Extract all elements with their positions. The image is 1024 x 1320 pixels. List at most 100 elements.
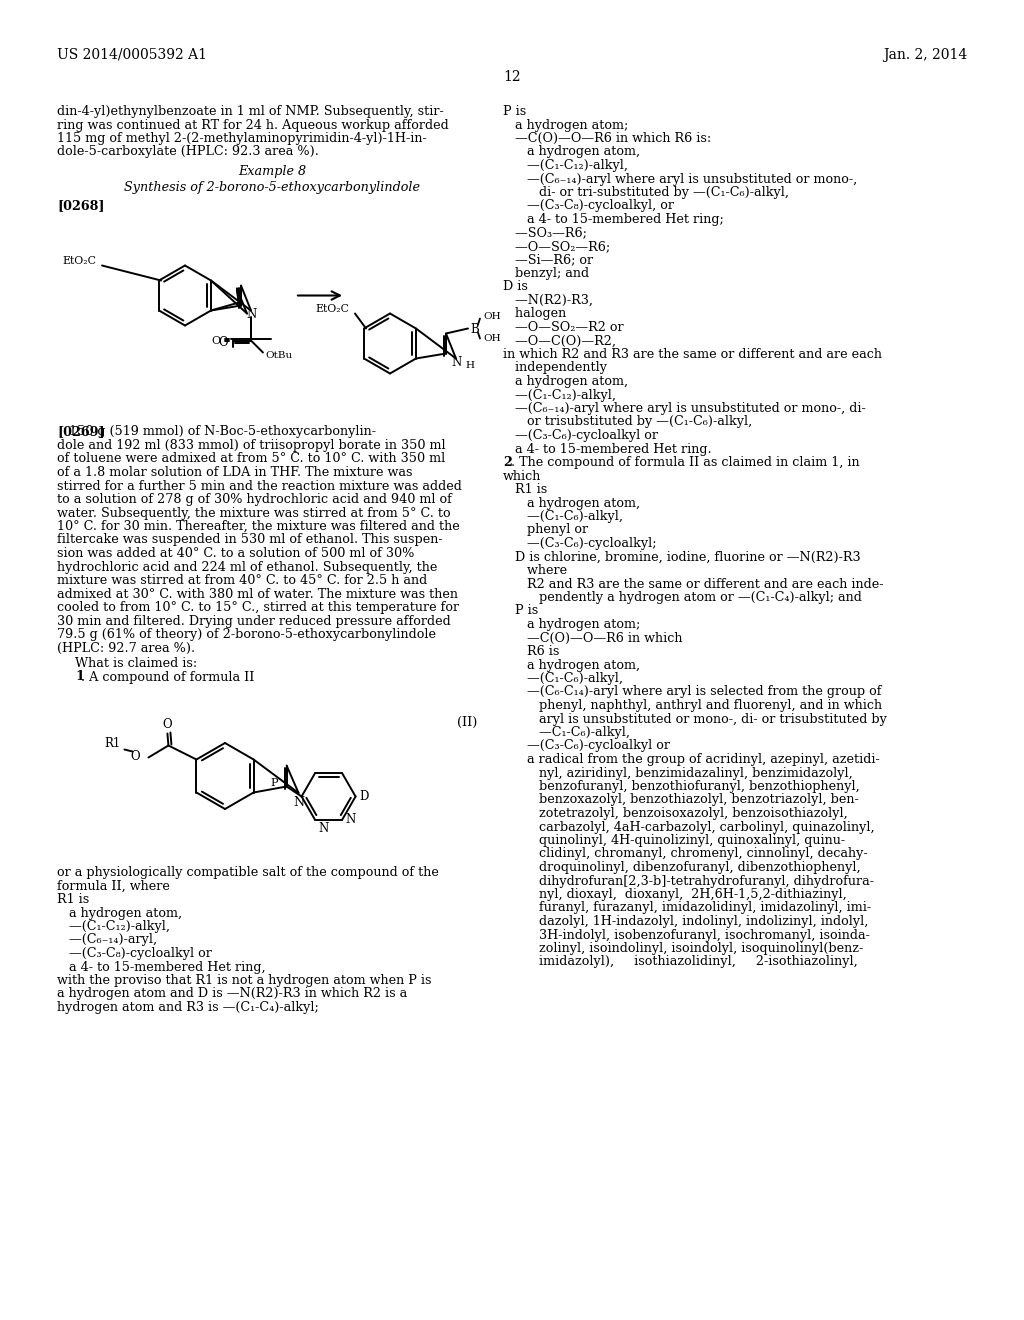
- Text: N: N: [247, 309, 257, 322]
- Text: dole-5-carboxylate (HPLC: 92.3 area %).: dole-5-carboxylate (HPLC: 92.3 area %).: [57, 145, 318, 158]
- Text: mixture was stirred at from 40° C. to 45° C. for 2.5 h and: mixture was stirred at from 40° C. to 45…: [57, 574, 427, 587]
- Text: a radical from the group of acridinyl, azepinyl, azetidi-: a radical from the group of acridinyl, a…: [503, 752, 880, 766]
- Text: —(C₃-C₆)-cycloalkyl or: —(C₃-C₆)-cycloalkyl or: [503, 739, 670, 752]
- Text: furanyl, furazanyl, imidazolidinyl, imidazolinyl, imi-: furanyl, furazanyl, imidazolidinyl, imid…: [503, 902, 871, 915]
- Text: EtO₂C: EtO₂C: [62, 256, 96, 267]
- Text: of toluene were admixed at from 5° C. to 10° C. with 350 ml: of toluene were admixed at from 5° C. to…: [57, 453, 445, 466]
- Text: —(C₆₋₁₄)-aryl where aryl is unsubstituted or mono-, di-: —(C₆₋₁₄)-aryl where aryl is unsubstitute…: [503, 403, 865, 414]
- Text: D is chlorine, bromine, iodine, fluorine or —N(R2)-R3: D is chlorine, bromine, iodine, fluorine…: [503, 550, 860, 564]
- Text: stirred for a further 5 min and the reaction mixture was added: stirred for a further 5 min and the reac…: [57, 479, 462, 492]
- Text: 2: 2: [503, 455, 512, 469]
- Text: nyl, aziridinyl, benzimidazalinyl, benzimidazolyl,: nyl, aziridinyl, benzimidazalinyl, benzi…: [503, 767, 853, 780]
- Text: —C(O)—O—R6 in which: —C(O)—O—R6 in which: [503, 631, 683, 644]
- Text: a hydrogen atom,: a hydrogen atom,: [503, 145, 640, 158]
- Text: where: where: [503, 564, 567, 577]
- Text: a hydrogen atom and D is —N(R2)-R3 in which R2 is a: a hydrogen atom and D is —N(R2)-R3 in wh…: [57, 987, 408, 1001]
- Text: R1 is: R1 is: [57, 894, 89, 906]
- Text: clidinyl, chromanyl, chromenyl, cinnolinyl, decahy-: clidinyl, chromanyl, chromenyl, cinnolin…: [503, 847, 867, 861]
- Text: OH: OH: [483, 334, 501, 343]
- Text: —(C₁-C₁₂)-alkyl,: —(C₁-C₁₂)-alkyl,: [57, 920, 170, 933]
- Text: . A compound of formula II: . A compound of formula II: [81, 671, 254, 684]
- Text: OtBu: OtBu: [265, 351, 292, 359]
- Text: R1 is: R1 is: [503, 483, 547, 496]
- Text: P is: P is: [503, 605, 539, 618]
- Text: 10° C. for 30 min. Thereafter, the mixture was filtered and the: 10° C. for 30 min. Thereafter, the mixtu…: [57, 520, 460, 533]
- Text: —SO₃—R6;: —SO₃—R6;: [503, 227, 587, 239]
- Text: phenyl, naphthyl, anthryl and fluorenyl, and in which: phenyl, naphthyl, anthryl and fluorenyl,…: [503, 700, 882, 711]
- Text: H: H: [465, 360, 474, 370]
- Text: hydrogen atom and R3 is —(C₁-C₄)-alkyl;: hydrogen atom and R3 is —(C₁-C₄)-alkyl;: [57, 1001, 318, 1014]
- Text: —O—SO₂—R6;: —O—SO₂—R6;: [503, 240, 610, 253]
- Text: benzoxazolyl, benzothiazolyl, benzotriazolyl, ben-: benzoxazolyl, benzothiazolyl, benzotriaz…: [503, 793, 859, 807]
- Text: —C(O)—O—R6 in which R6 is:: —C(O)—O—R6 in which R6 is:: [503, 132, 712, 145]
- Text: independently: independently: [503, 362, 607, 375]
- Text: N: N: [293, 796, 304, 809]
- Text: sion was added at 40° C. to a solution of 500 ml of 30%: sion was added at 40° C. to a solution o…: [57, 546, 415, 560]
- Text: N: N: [452, 356, 462, 370]
- Text: —(C₆₋₁₄)-aryl where aryl is unsubstituted or mono-,: —(C₆₋₁₄)-aryl where aryl is unsubstitute…: [503, 173, 857, 186]
- Text: R1: R1: [104, 737, 121, 750]
- Text: a hydrogen atom;: a hydrogen atom;: [503, 119, 629, 132]
- Text: benzyl; and: benzyl; and: [503, 267, 589, 280]
- Text: —(C₁-C₆)-alkyl,: —(C₁-C₆)-alkyl,: [503, 510, 623, 523]
- Text: D is: D is: [503, 281, 528, 293]
- Text: N: N: [345, 813, 355, 826]
- Text: —(C₁-C₁₂)-alkyl,: —(C₁-C₁₂)-alkyl,: [503, 158, 628, 172]
- Text: (HPLC: 92.7 area %).: (HPLC: 92.7 area %).: [57, 642, 196, 655]
- Text: admixed at 30° C. with 380 ml of water. The mixture was then: admixed at 30° C. with 380 ml of water. …: [57, 587, 458, 601]
- Text: a hydrogen atom,: a hydrogen atom,: [57, 907, 182, 920]
- Text: Jan. 2, 2014: Jan. 2, 2014: [883, 48, 967, 62]
- Text: hydrochloric acid and 224 ml of ethanol. Subsequently, the: hydrochloric acid and 224 ml of ethanol.…: [57, 561, 437, 573]
- Text: —Si—R6; or: —Si—R6; or: [503, 253, 593, 267]
- Text: O: O: [212, 337, 221, 346]
- Text: in which R2 and R3 are the same or different and are each: in which R2 and R3 are the same or diffe…: [503, 348, 882, 360]
- Text: formula II, where: formula II, where: [57, 879, 170, 892]
- Text: B: B: [470, 323, 479, 337]
- Text: a hydrogen atom,: a hydrogen atom,: [503, 659, 640, 672]
- Text: nyl, dioxayl,  dioxanyl,  2H,6H-1,5,2-dithiazinyl,: nyl, dioxayl, dioxanyl, 2H,6H-1,5,2-dith…: [503, 888, 847, 902]
- Text: halogen: halogen: [503, 308, 566, 321]
- Text: [0269]: [0269]: [57, 425, 104, 438]
- Text: Example 8: Example 8: [238, 165, 306, 178]
- Text: 150 g (519 mmol) of N-Boc-5-ethoxycarbonylin-: 150 g (519 mmol) of N-Boc-5-ethoxycarbon…: [57, 425, 376, 438]
- Text: a 4- to 15-membered Het ring,: a 4- to 15-membered Het ring,: [57, 961, 265, 974]
- Text: phenyl or: phenyl or: [503, 524, 588, 536]
- Text: —(C₃-C₈)-cycloalkyl or: —(C₃-C₈)-cycloalkyl or: [57, 946, 212, 960]
- Text: di- or tri-substituted by —(C₁-C₆)-alkyl,: di- or tri-substituted by —(C₁-C₆)-alkyl…: [503, 186, 790, 199]
- Text: water. Subsequently, the mixture was stirred at from 5° C. to: water. Subsequently, the mixture was sti…: [57, 507, 451, 520]
- Text: —C₁-C₆)-alkyl,: —C₁-C₆)-alkyl,: [503, 726, 630, 739]
- Text: —(C₆-C₁₄)-aryl where aryl is selected from the group of: —(C₆-C₁₄)-aryl where aryl is selected fr…: [503, 685, 882, 698]
- Text: 30 min and filtered. Drying under reduced pressure afforded: 30 min and filtered. Drying under reduce…: [57, 615, 451, 627]
- Text: D: D: [359, 789, 369, 803]
- Text: . The compound of formula II as claimed in claim 1, in: . The compound of formula II as claimed …: [511, 455, 859, 469]
- Text: ring was continued at RT for 24 h. Aqueous workup afforded: ring was continued at RT for 24 h. Aqueo…: [57, 119, 449, 132]
- Text: O: O: [163, 718, 172, 730]
- Text: —N(R2)-R3,: —N(R2)-R3,: [503, 294, 593, 308]
- Text: dazolyl, 1H-indazolyl, indolinyl, indolizinyl, indolyl,: dazolyl, 1H-indazolyl, indolinyl, indoli…: [503, 915, 868, 928]
- Text: —(C₁-C₆)-alkyl,: —(C₁-C₆)-alkyl,: [503, 672, 623, 685]
- Text: dole and 192 ml (833 mmol) of triisopropyl borate in 350 ml: dole and 192 ml (833 mmol) of triisoprop…: [57, 440, 445, 451]
- Text: a 4- to 15-membered Het ring;: a 4- to 15-membered Het ring;: [503, 213, 724, 226]
- Text: a hydrogen atom,: a hydrogen atom,: [503, 375, 628, 388]
- Text: aryl is unsubstituted or mono-, di- or trisubstituted by: aryl is unsubstituted or mono-, di- or t…: [503, 713, 887, 726]
- Text: N: N: [318, 822, 329, 834]
- Text: pendently a hydrogen atom or —(C₁-C₄)-alkyl; and: pendently a hydrogen atom or —(C₁-C₄)-al…: [503, 591, 862, 605]
- Text: 3H-indolyl, isobenzofuranyl, isochromanyl, isoinda-: 3H-indolyl, isobenzofuranyl, isochromany…: [503, 928, 869, 941]
- Text: of a 1.8 molar solution of LDA in THF. The mixture was: of a 1.8 molar solution of LDA in THF. T…: [57, 466, 413, 479]
- Text: or trisubstituted by —(C₁-C₆)-alkyl,: or trisubstituted by —(C₁-C₆)-alkyl,: [503, 416, 753, 429]
- Text: EtO₂C: EtO₂C: [315, 305, 349, 314]
- Text: 79.5 g (61% of theory) of 2-borono-5-ethoxycarbonylindole: 79.5 g (61% of theory) of 2-borono-5-eth…: [57, 628, 436, 642]
- Text: a hydrogen atom;: a hydrogen atom;: [503, 618, 640, 631]
- Text: zolinyl, isoindolinyl, isoindolyl, isoquinolinyl(benz-: zolinyl, isoindolinyl, isoindolyl, isoqu…: [503, 942, 863, 954]
- Text: din-4-yl)ethynylbenzoate in 1 ml of NMP. Subsequently, stir-: din-4-yl)ethynylbenzoate in 1 ml of NMP.…: [57, 106, 443, 117]
- Text: quinolinyl, 4H-quinolizinyl, quinoxalinyl, quinu-: quinolinyl, 4H-quinolizinyl, quinoxaliny…: [503, 834, 845, 847]
- Text: —O—C(O)—R2,: —O—C(O)—R2,: [503, 334, 616, 347]
- Text: droquinolinyl, dibenzofuranyl, dibenzothiophenyl,: droquinolinyl, dibenzofuranyl, dibenzoth…: [503, 861, 860, 874]
- Text: —(C₃-C₈)-cycloalkyl, or: —(C₃-C₈)-cycloalkyl, or: [503, 199, 674, 213]
- Text: O: O: [218, 337, 228, 348]
- Text: —(C₃-C₆)-cycloalkyl or: —(C₃-C₆)-cycloalkyl or: [503, 429, 658, 442]
- Text: with the proviso that R1 is not a hydrogen atom when P is: with the proviso that R1 is not a hydrog…: [57, 974, 431, 987]
- Text: a 4- to 15-membered Het ring.: a 4- to 15-membered Het ring.: [503, 442, 712, 455]
- Text: or a physiologically compatible salt of the compound of the: or a physiologically compatible salt of …: [57, 866, 439, 879]
- Text: R2 and R3 are the same or different and are each inde-: R2 and R3 are the same or different and …: [503, 578, 884, 590]
